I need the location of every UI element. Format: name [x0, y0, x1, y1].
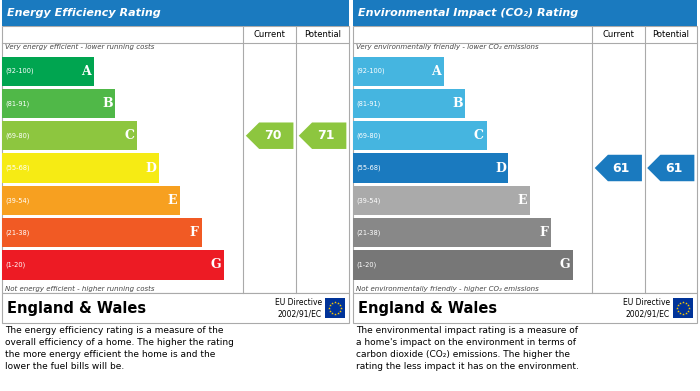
- Text: G: G: [211, 258, 221, 271]
- Text: (21-38): (21-38): [356, 229, 380, 236]
- Bar: [2, 0, 349, 26]
- Text: E: E: [517, 194, 526, 207]
- Text: Current: Current: [253, 30, 286, 39]
- Text: B: B: [102, 97, 113, 110]
- Text: E: E: [168, 194, 177, 207]
- Polygon shape: [648, 155, 694, 181]
- Text: Very environmentally friendly - lower CO₂ emissions: Very environmentally friendly - lower CO…: [356, 44, 538, 50]
- Polygon shape: [299, 122, 346, 149]
- Bar: [2, 89, 116, 118]
- Bar: [353, 218, 552, 247]
- Text: Potential: Potential: [304, 30, 341, 39]
- Bar: [2, 26, 349, 293]
- Text: (55-68): (55-68): [5, 165, 29, 171]
- Text: 61: 61: [612, 161, 630, 174]
- Text: 61: 61: [665, 161, 682, 174]
- Text: (39-54): (39-54): [5, 197, 29, 204]
- Text: The environmental impact rating is a measure of
a home's impact on the environme: The environmental impact rating is a mea…: [356, 326, 579, 371]
- Text: (81-91): (81-91): [5, 100, 29, 107]
- Bar: [2, 218, 202, 247]
- Text: A: A: [80, 65, 90, 78]
- Bar: [673, 298, 693, 318]
- Text: England & Wales: England & Wales: [7, 301, 146, 316]
- Text: (21-38): (21-38): [5, 229, 29, 236]
- Text: (92-100): (92-100): [5, 68, 34, 74]
- Polygon shape: [246, 122, 293, 149]
- Text: (69-80): (69-80): [356, 133, 381, 139]
- Text: Current: Current: [603, 30, 634, 39]
- Text: (39-54): (39-54): [356, 197, 380, 204]
- Text: Environmental Impact (CO₂) Rating: Environmental Impact (CO₂) Rating: [358, 8, 578, 18]
- Text: Energy Efficiency Rating: Energy Efficiency Rating: [7, 8, 161, 18]
- Text: The energy efficiency rating is a measure of the
overall efficiency of a home. T: The energy efficiency rating is a measur…: [5, 326, 234, 371]
- Text: (1-20): (1-20): [5, 262, 25, 268]
- Bar: [353, 153, 508, 183]
- Bar: [353, 89, 466, 118]
- Text: (55-68): (55-68): [356, 165, 381, 171]
- Bar: [2, 121, 137, 151]
- Bar: [2, 57, 94, 86]
- Bar: [353, 293, 697, 323]
- Text: England & Wales: England & Wales: [358, 301, 497, 316]
- Text: F: F: [539, 226, 548, 239]
- Bar: [353, 26, 697, 293]
- Text: G: G: [559, 258, 570, 271]
- Text: (81-91): (81-91): [356, 100, 380, 107]
- Polygon shape: [595, 155, 642, 181]
- Text: C: C: [124, 129, 134, 142]
- Bar: [2, 153, 159, 183]
- Text: EU Directive
2002/91/EC: EU Directive 2002/91/EC: [275, 298, 322, 318]
- Text: F: F: [190, 226, 199, 239]
- Text: B: B: [452, 97, 463, 110]
- Text: C: C: [474, 129, 484, 142]
- Bar: [353, 0, 697, 26]
- Bar: [353, 121, 487, 151]
- Bar: [353, 250, 573, 280]
- Text: D: D: [146, 161, 156, 174]
- Text: Not energy efficient - higher running costs: Not energy efficient - higher running co…: [5, 286, 155, 292]
- Text: Very energy efficient - lower running costs: Very energy efficient - lower running co…: [5, 44, 155, 50]
- Text: (92-100): (92-100): [356, 68, 384, 74]
- Bar: [2, 293, 349, 323]
- Bar: [353, 57, 444, 86]
- Bar: [325, 298, 345, 318]
- Text: (69-80): (69-80): [5, 133, 29, 139]
- Text: Potential: Potential: [652, 30, 690, 39]
- Text: A: A: [431, 65, 441, 78]
- Text: Not environmentally friendly - higher CO₂ emissions: Not environmentally friendly - higher CO…: [356, 286, 539, 292]
- Text: (1-20): (1-20): [356, 262, 377, 268]
- Text: EU Directive
2002/91/EC: EU Directive 2002/91/EC: [623, 298, 670, 318]
- Bar: [353, 186, 530, 215]
- Bar: [2, 186, 181, 215]
- Text: D: D: [495, 161, 506, 174]
- Text: 71: 71: [316, 129, 334, 142]
- Text: 70: 70: [264, 129, 281, 142]
- Bar: [2, 250, 224, 280]
